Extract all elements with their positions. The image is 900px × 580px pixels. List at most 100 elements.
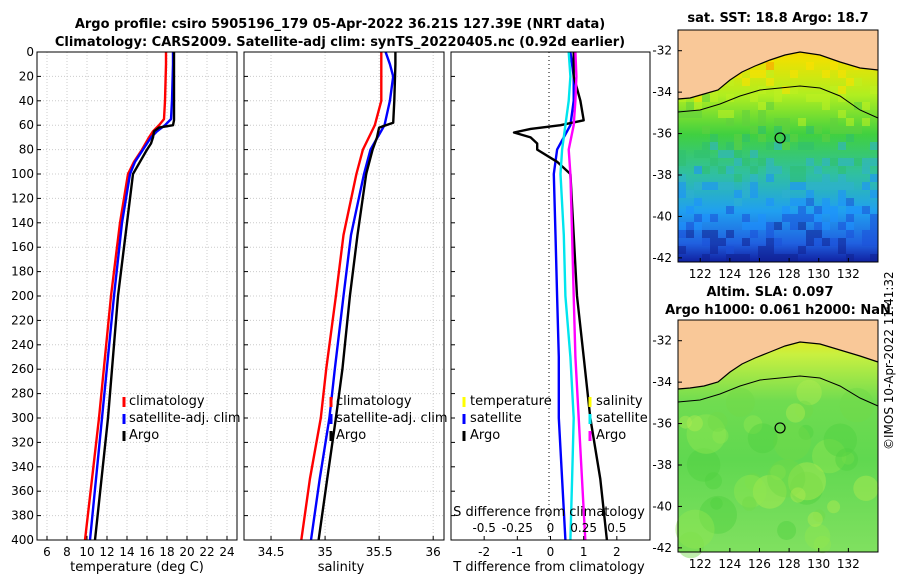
top-x-tick-label: -0.5 (472, 521, 495, 535)
sst-pixel (830, 238, 838, 246)
map-x-tick-label: 132 (837, 557, 860, 571)
sst-pixel (702, 126, 710, 134)
map-x-tick-label: 130 (807, 267, 830, 281)
sst-pixel (694, 166, 702, 174)
sst-pixel (838, 158, 846, 166)
sst-pixel (678, 230, 686, 238)
sst-pixel (726, 246, 734, 254)
x-tick-label: -2 (478, 545, 490, 559)
sst-pixel (766, 198, 774, 206)
sst-pixel (718, 150, 726, 158)
sst-pixel (774, 118, 782, 126)
sst-pixel (822, 102, 830, 110)
sst-pixel (774, 126, 782, 134)
sst-pixel (822, 238, 830, 246)
sst-pixel (686, 230, 694, 238)
sla-blob (704, 472, 723, 490)
sst-pixel (782, 118, 790, 126)
sst-pixel (870, 190, 878, 198)
sst-pixel (694, 150, 702, 158)
x-tick-label: 34.5 (258, 545, 285, 559)
y-tick-label: 320 (11, 435, 34, 449)
sst-pixel (822, 174, 830, 182)
sst-pixel (718, 110, 726, 118)
sst-pixel (798, 206, 806, 214)
sst-pixel (814, 126, 822, 134)
x-tick-label: 10 (79, 545, 94, 559)
sst-pixel (870, 230, 878, 238)
sst-land (678, 30, 878, 99)
sst-pixel (678, 190, 686, 198)
sst-pixel (814, 206, 822, 214)
salinity-panel: 34.5 35 35.5 36 salinity climatology satell… (243, 51, 448, 575)
legend-climatology-label: climatology (336, 394, 412, 409)
sst-pixel (734, 142, 742, 150)
sst-argo-marker (774, 132, 786, 144)
sla-blob (804, 523, 831, 550)
sst-pixel (694, 182, 702, 190)
sst-pixel (734, 158, 742, 166)
sst-pixel (726, 230, 734, 238)
sst-pixel (718, 166, 726, 174)
sst-pixel (774, 254, 782, 262)
legend-climatology-label: climatology (129, 394, 205, 409)
x-tick-label: 6 (43, 545, 51, 559)
sst-pixel (846, 78, 854, 86)
sst-pixel (742, 238, 750, 246)
sst-pixel (806, 190, 814, 198)
map-y-tick-label: -36 (652, 127, 672, 141)
sla-blob (767, 459, 806, 498)
sst-pixel (726, 110, 734, 118)
temperature-panel: 6 8 10 12 14 16 18 20 22 240204060801001201401601… (11, 45, 241, 575)
sst-pixel (854, 102, 862, 110)
sst-pixel (838, 238, 846, 246)
sst-pixel (774, 222, 782, 230)
salinity-legend: climatology satellite-adj. clim Argo (329, 394, 448, 443)
sla-blob (835, 448, 859, 471)
sst-pixel (838, 190, 846, 198)
legend-satellite-label: satellite-adj. clim (129, 411, 241, 426)
sst-pixel (726, 206, 734, 214)
sla-blob (812, 509, 826, 522)
map-x-tick-label: 128 (778, 557, 801, 571)
sst-pixel (758, 214, 766, 222)
sst-pixel (766, 62, 774, 70)
series-satellite-adj-clim (309, 52, 395, 540)
sst-pixel (798, 118, 806, 126)
sst-pixel (702, 254, 710, 262)
map-y-tick-label: -38 (652, 458, 672, 472)
series-climatology (83, 52, 168, 540)
sst-pixel (678, 182, 686, 190)
map-x-tick-label: 122 (689, 267, 712, 281)
sst-pixel (726, 118, 734, 126)
sst-pixel (694, 214, 702, 222)
y-tick-label: 160 (11, 240, 34, 254)
sst-pixel (734, 174, 742, 182)
sst-pixel (838, 86, 846, 94)
sst-pixel (806, 214, 814, 222)
sst-coastline (677, 51, 879, 100)
figure-title-line1: Argo profile: csiro 5905196_179 05-Apr-2… (75, 17, 605, 32)
legend-s-satellite-label: satellite (596, 411, 648, 426)
sst-pixel (838, 126, 846, 134)
sla-blob (707, 411, 728, 432)
sst-pixel (838, 70, 846, 78)
sst-pixel (798, 246, 806, 254)
sst-pixel (862, 166, 870, 174)
sst-pixel (782, 86, 790, 94)
series-satellite-adj-clim (88, 52, 175, 540)
sst-pixel (870, 174, 878, 182)
sst-map: sat. SST: 18.8 Argo: 18.7 122 124 126 128 13… (652, 11, 879, 281)
sst-pixel (846, 126, 854, 134)
sst-pixel (766, 102, 774, 110)
sla-blob (747, 423, 778, 454)
y-tick-label: 400 (11, 533, 34, 547)
sst-pixel (838, 222, 846, 230)
sst-pixel (790, 182, 798, 190)
sst-pixel (782, 134, 790, 142)
sst-pixel (758, 70, 766, 78)
sst-pixel (686, 102, 694, 110)
series-temperature-satellite (552, 52, 575, 540)
sst-pixel (806, 126, 814, 134)
